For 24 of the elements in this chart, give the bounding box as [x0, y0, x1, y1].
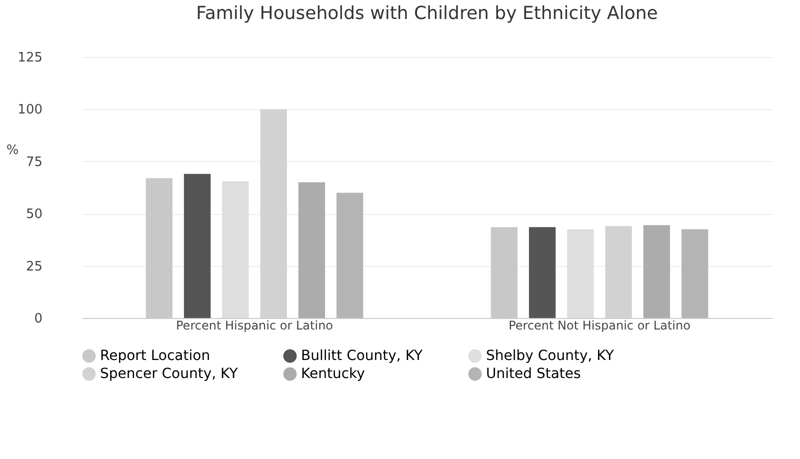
- chart-title: Family Households with Children by Ethnicity Alone: [196, 3, 658, 24]
- legend-label: Shelby County, KY: [486, 348, 614, 364]
- y-axis-title: %: [6, 142, 19, 158]
- legend-label: Bullitt County, KY: [301, 348, 424, 364]
- x-tick-label: Percent Hispanic or Latino: [176, 318, 334, 332]
- y-tick-label: 100: [18, 102, 42, 118]
- bar: [336, 192, 364, 318]
- y-tick-label: 75: [26, 154, 42, 170]
- y-tick-label: 125: [18, 50, 42, 66]
- legend-label: Spencer County, KY: [100, 366, 238, 382]
- y-tick-label: 0: [34, 312, 42, 326]
- legend-label: United States: [486, 366, 581, 382]
- legend-label: Report Location: [100, 348, 210, 364]
- bar: [567, 229, 594, 318]
- bar: [528, 227, 556, 318]
- legend-label: Kentucky: [301, 366, 365, 382]
- bar: [643, 225, 670, 318]
- bar: [222, 181, 249, 318]
- bar: [681, 229, 708, 318]
- x-tick-label: Percent Not Hispanic or Latino: [508, 318, 690, 332]
- bar: [298, 182, 326, 318]
- y-tick-label: 25: [26, 259, 42, 274]
- bar: [184, 174, 211, 318]
- y-tick-label: 50: [26, 207, 42, 222]
